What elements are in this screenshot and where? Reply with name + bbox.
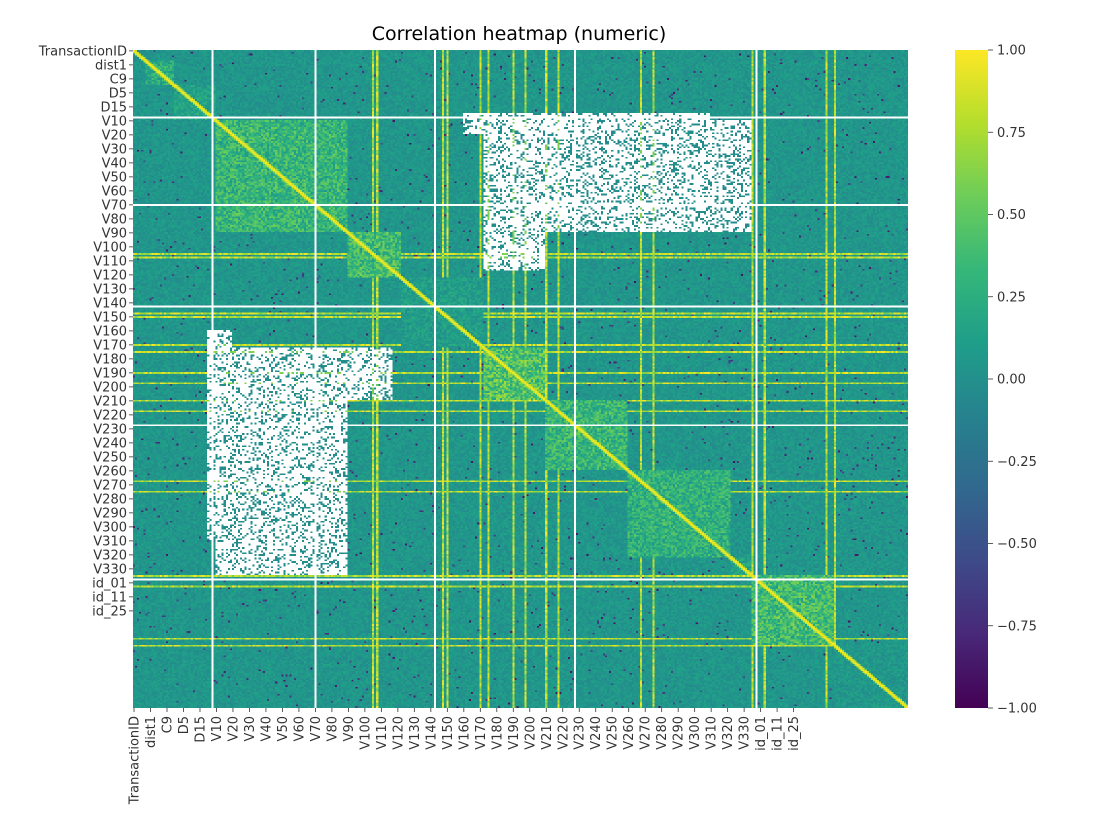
colorbar-tick-label: −1.00 [997, 702, 1037, 717]
x-tick-label: V160 [457, 716, 472, 750]
x-tick-label: V180 [490, 716, 505, 750]
y-tick-label: V150 [93, 310, 127, 325]
y-tick-label: V20 [102, 128, 127, 143]
y-tick-label: V310 [93, 534, 127, 549]
colorbar-tick-label: 0.00 [997, 373, 1026, 388]
y-tick-label: V330 [93, 562, 127, 577]
x-tick-label: V60 [292, 716, 307, 741]
y-tick-label: id_11 [92, 590, 127, 605]
y-tick-label: V40 [102, 156, 127, 171]
x-tick-label: V50 [276, 716, 291, 741]
y-tick-label: V130 [93, 282, 127, 297]
x-tick-label: V220 [556, 716, 571, 750]
x-tick-label: V140 [424, 716, 439, 750]
x-tick-label: V290 [672, 716, 687, 750]
y-tick-label: V280 [93, 492, 127, 507]
y-tick-label: V100 [93, 240, 127, 255]
y-tick-label: V120 [93, 268, 127, 283]
x-tick-label: V10 [210, 716, 225, 741]
y-tick-label: V210 [93, 394, 127, 409]
y-tick-label: V170 [93, 338, 127, 353]
y-tick-label: V230 [93, 422, 127, 437]
x-tick-label: V20 [226, 716, 241, 741]
x-tick-label: V70 [309, 716, 324, 741]
y-tick-label: V220 [93, 408, 127, 423]
x-tick-label: V240 [589, 716, 604, 750]
y-tick-label: V250 [93, 450, 127, 465]
y-tick-label: D5 [109, 86, 127, 101]
x-tick-label: D5 [177, 716, 192, 734]
x-tick-label: V120 [391, 716, 406, 750]
colorbar-tick-label: 0.75 [997, 126, 1026, 141]
y-tick-label: V140 [93, 296, 127, 311]
colorbar-tick-label: −0.50 [997, 537, 1037, 552]
x-tick-label: V30 [243, 716, 258, 741]
y-tick-label: V60 [102, 184, 127, 199]
y-tick-label: V190 [93, 366, 127, 381]
y-tick-labels: TransactionIDdist1C9D5D15V10V20V30V40V50… [38, 44, 133, 619]
y-tick-label: TransactionID [38, 44, 127, 59]
x-tick-label: V110 [375, 716, 390, 750]
y-tick-label: id_25 [92, 604, 127, 619]
y-tick-label: V320 [93, 548, 127, 563]
colorbar-tick-label: 1.00 [997, 44, 1026, 59]
y-tick-label: V110 [93, 254, 127, 269]
x-tick-label: id_25 [787, 716, 802, 751]
y-tick-label: V260 [93, 464, 127, 479]
y-tick-label: V50 [102, 170, 127, 185]
x-tick-label: V90 [342, 716, 357, 741]
y-tick-label: dist1 [95, 58, 127, 73]
y-tick-label: V180 [93, 352, 127, 367]
x-tick-label: V130 [408, 716, 423, 750]
x-tick-label: V170 [474, 716, 489, 750]
x-tick-label: V250 [606, 716, 621, 750]
y-tick-label: V10 [102, 114, 127, 129]
heatmap-cells [133, 50, 908, 708]
colorbar-tick-label: 0.50 [997, 208, 1026, 223]
y-tick-label: V270 [93, 478, 127, 493]
y-tick-label: V240 [93, 436, 127, 451]
x-tick-label: dist1 [144, 716, 159, 748]
y-tick-label: V80 [102, 212, 127, 227]
heatmap-image [133, 50, 908, 708]
x-tick-label: V210 [540, 716, 555, 750]
colorbar-tick-label: −0.75 [997, 619, 1037, 634]
colorbar-tick-label: 0.25 [997, 290, 1026, 305]
y-tick-label: V70 [102, 198, 127, 213]
x-tick-label: V320 [721, 716, 736, 750]
y-tick-label: C9 [110, 72, 127, 87]
x-tick-label: C9 [161, 716, 176, 733]
colorbar-gradient [955, 50, 988, 708]
y-tick-label: D15 [100, 100, 127, 115]
x-tick-label: V260 [622, 716, 637, 750]
x-tick-label: V150 [441, 716, 456, 750]
x-tick-label: id_11 [771, 716, 786, 751]
chart-title: Correlation heatmap (numeric) [372, 23, 667, 45]
y-tick-label: V160 [93, 324, 127, 339]
x-tick-label: V310 [705, 716, 720, 750]
x-tick-label: V80 [325, 716, 340, 741]
x-tick-label: V100 [358, 716, 373, 750]
y-tick-label: id_01 [92, 576, 127, 591]
x-tick-label: V280 [655, 716, 670, 750]
colorbar-tick-label: −0.25 [997, 455, 1037, 470]
x-tick-label: V190 [507, 716, 522, 750]
x-tick-label: V270 [639, 716, 654, 750]
colorbar: 1.00 0.75 0.50 0.25 0.00 −0.25 −0.50 −0.75 −1.00 [955, 44, 1037, 717]
x-tick-label: V330 [738, 716, 753, 750]
x-tick-label: id_01 [754, 716, 769, 751]
x-tick-label: TransactionID [128, 716, 143, 805]
y-tick-label: V200 [93, 380, 127, 395]
x-tick-label: V40 [259, 716, 274, 741]
y-tick-label: V300 [93, 520, 127, 535]
x-tick-label: V230 [573, 716, 588, 750]
x-tick-label: V300 [688, 716, 703, 750]
y-tick-label: V30 [102, 142, 127, 157]
y-tick-label: V290 [93, 506, 127, 521]
x-tick-label: V200 [523, 716, 538, 750]
x-tick-labels: TransactionID dist1 C9 D5 D15 V10 V20 V30 V40 V50… [128, 708, 802, 805]
y-tick-label: V90 [102, 226, 127, 241]
x-tick-label: D15 [193, 716, 208, 743]
